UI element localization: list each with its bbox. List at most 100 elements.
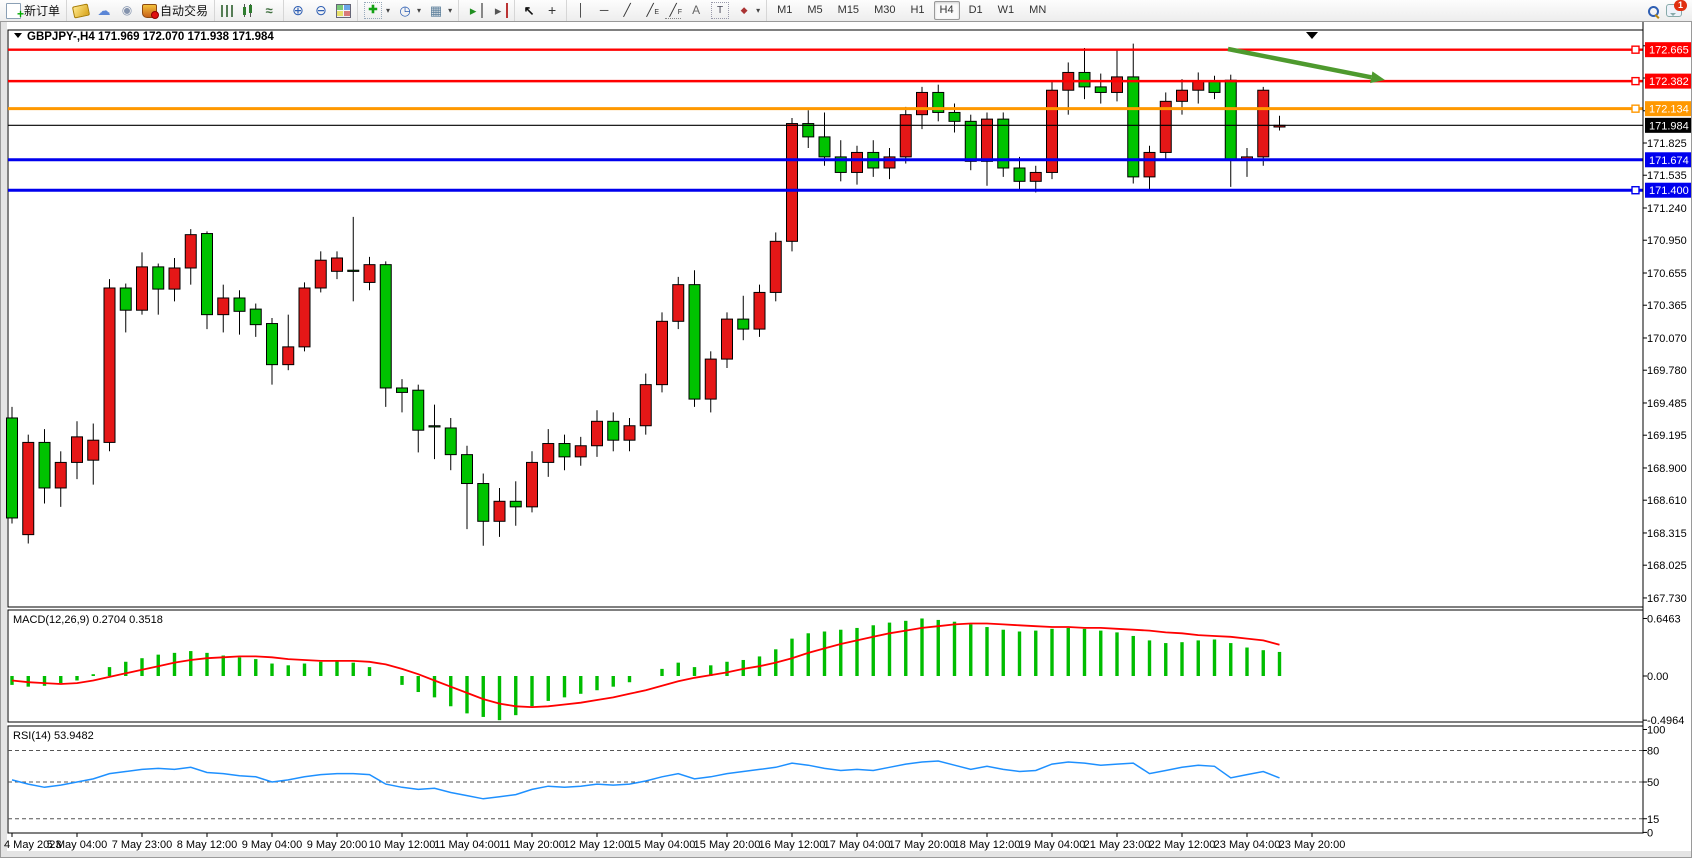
rsi-panel[interactable] (7, 725, 1644, 834)
candle-down (948, 111, 961, 122)
timeframe-button-m5[interactable]: M5 (807, 4, 823, 16)
time-label: 11 May 04:00 (434, 839, 500, 851)
price-tick-label: 169.195 (1647, 430, 1687, 442)
timeframe-button-h1[interactable]: H1 (910, 4, 925, 16)
line-anchor-square (1631, 76, 1640, 86)
equidistant-channel-button[interactable] (640, 1, 660, 20)
signals-icon[interactable] (117, 1, 137, 20)
price-line-label-text: 172.665 (1649, 45, 1689, 57)
crosshair-button[interactable] (542, 1, 562, 20)
candle-up (1143, 151, 1156, 178)
tile-windows-button[interactable] (334, 1, 353, 20)
time-label: 23 May 04:00 (1214, 839, 1281, 851)
candle-down (834, 156, 847, 173)
chevron-down-icon[interactable]: ▾ (417, 6, 422, 15)
price-line-label-text: 172.382 (1649, 76, 1689, 88)
new-order-button[interactable]: 新订单 (4, 1, 62, 22)
timeframe-button-w1[interactable]: W1 (997, 4, 1015, 16)
fibonacci-icon (665, 3, 682, 20)
text-icon (688, 3, 704, 18)
autoscroll-icon (465, 3, 484, 18)
candle-up (526, 461, 538, 508)
timeframe-button-h4[interactable]: H4 (933, 1, 960, 20)
timeframe-button-mn[interactable]: MN (1029, 4, 1047, 16)
candle-up (916, 91, 928, 116)
price-tick-label: 168.315 (1647, 528, 1687, 540)
candle-up (54, 461, 67, 489)
time-label: 21 May 23:00 (1084, 839, 1151, 851)
chart-shift-marker[interactable] (1306, 32, 1318, 39)
periods-button[interactable]: ▾ (395, 1, 423, 20)
candle-up (591, 420, 603, 447)
main-panel[interactable] (7, 29, 1644, 608)
time-label: 7 May 23:00 (112, 839, 173, 851)
autotrade-button[interactable]: 自动交易 (140, 1, 210, 20)
price-line-label-text: 171.674 (1649, 155, 1689, 167)
candle-down (396, 387, 408, 393)
indicators-button[interactable]: ▾ (362, 1, 392, 20)
community-icon[interactable] (94, 1, 114, 20)
candle-down (119, 287, 132, 311)
zoom-in-icon (290, 3, 306, 18)
trendline-icon (619, 3, 635, 18)
candle-up (769, 240, 782, 293)
cursor-button[interactable] (519, 1, 539, 20)
timeframe-button-m15[interactable]: M15 (837, 4, 860, 16)
chart-shift-icon (490, 3, 509, 18)
chart-shift-button[interactable] (488, 1, 510, 20)
search-button[interactable] (1645, 1, 1661, 20)
time-label: 17 May 20:00 (889, 839, 956, 851)
chat-icon: 1 (1666, 0, 1687, 17)
candle-down (932, 91, 945, 113)
timeframe-button-m30[interactable]: M30 (874, 4, 896, 16)
market-icon[interactable] (71, 1, 91, 20)
candlestick-chart-button[interactable] (239, 1, 256, 20)
chevron-down-icon[interactable]: ▾ (386, 6, 391, 15)
chart-window[interactable]: 172.700172.410172.115171.825171.535171.2… (0, 21, 1692, 858)
shapes-button[interactable]: ▾ (734, 1, 762, 20)
fibonacci-button[interactable] (663, 1, 683, 20)
rsi-line (11, 760, 1280, 800)
chevron-down-icon[interactable]: ▾ (756, 6, 761, 15)
label-button[interactable] (709, 1, 731, 20)
timeframe-button-m1[interactable]: M1 (777, 4, 793, 16)
line-chart-button[interactable] (259, 1, 279, 20)
toolbar-group: M1 M5 M15 M30 H1 H4 D1 W1 MN (766, 0, 1056, 21)
autoscroll-button[interactable] (463, 1, 485, 20)
bar-chart-button[interactable] (219, 1, 236, 20)
toolbar-group (514, 0, 566, 21)
trend-arrow-line[interactable] (1227, 46, 1372, 80)
symbol-dropdown-icon[interactable] (14, 33, 22, 38)
text-button[interactable] (686, 1, 706, 20)
indicator-tick-label: -0.4964 (1647, 715, 1684, 727)
macd-label: MACD(12,26,9) 0.2704 0.3518 (13, 614, 163, 626)
templates-button[interactable]: ▾ (426, 1, 454, 20)
line-anchor-square (1631, 45, 1640, 54)
zoom-out-button[interactable] (311, 1, 331, 20)
timeframe-button-d1[interactable]: D1 (968, 4, 983, 16)
price-tick-label: 170.655 (1647, 268, 1687, 280)
equidistant-channel-icon (642, 3, 659, 20)
horizontal-line-icon (596, 3, 612, 18)
candle-down (412, 389, 425, 431)
candle-down (444, 427, 457, 456)
horizontal-line-button[interactable] (594, 1, 614, 20)
chevron-down-icon[interactable]: ▾ (448, 6, 453, 15)
zoom-in-button[interactable] (288, 1, 308, 20)
price-line-label-text: 172.134 (1649, 104, 1689, 116)
candle-up (71, 436, 83, 463)
candle-up (851, 151, 863, 173)
search-icon (1647, 5, 1659, 17)
line-anchor-square (1631, 104, 1640, 113)
price-tick-label: 168.900 (1647, 463, 1687, 475)
candle-down (802, 123, 815, 138)
candle-up (136, 266, 148, 311)
chat-button[interactable]: 1 (1664, 0, 1687, 20)
trendline-button[interactable] (617, 1, 637, 20)
label-icon (711, 2, 730, 19)
line-chart-icon (261, 3, 277, 18)
toolbar-group: 1 (1641, 0, 1692, 21)
horizontal-lines (8, 45, 1643, 195)
candle-up (639, 384, 652, 427)
vertical-line-button[interactable] (571, 1, 591, 20)
